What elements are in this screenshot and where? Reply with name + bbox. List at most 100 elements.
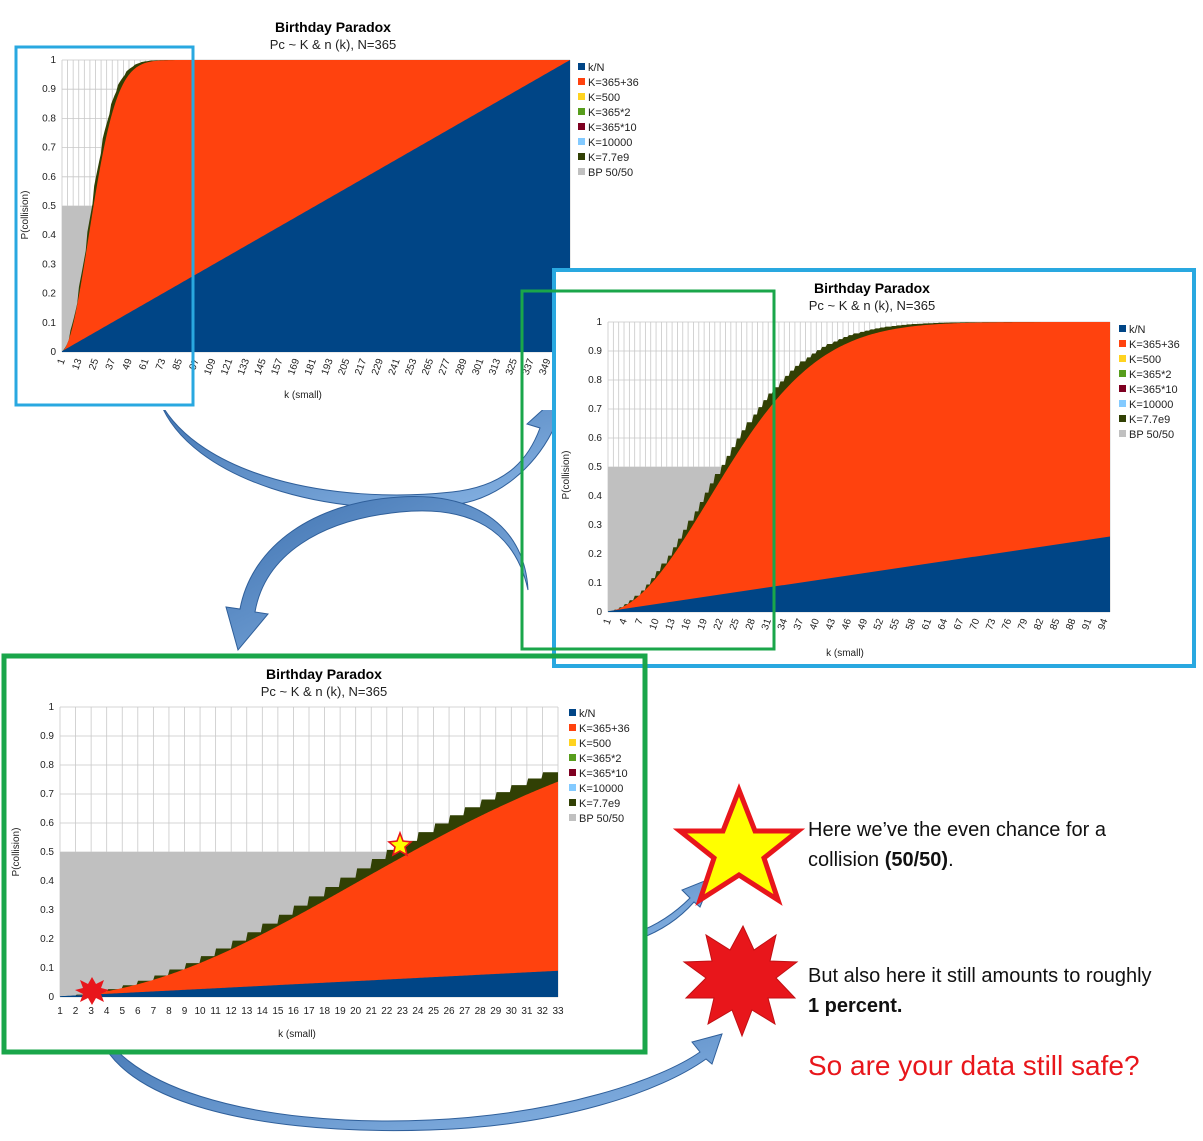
legend-label: K=500 [579, 738, 611, 750]
y-tick-label: 0.2 [40, 934, 54, 945]
legend-swatch [569, 709, 576, 716]
legend-swatch [578, 168, 585, 175]
legend-label: BP 50/50 [588, 167, 633, 179]
x-tick-label: 1 [602, 617, 614, 626]
chart-3-y-axis-label: P(collision) [11, 828, 22, 877]
x-tick-label: 43 [824, 617, 838, 632]
x-tick-label: 19 [335, 1006, 347, 1017]
legend-swatch [578, 78, 585, 85]
legend-swatch [569, 769, 576, 776]
note-even-chance-end: . [948, 849, 954, 871]
legend-label: K=7.7e9 [579, 798, 620, 810]
legend-label: K=365+36 [579, 723, 630, 735]
y-tick-label: 0.4 [42, 230, 56, 241]
y-tick-label: 0 [50, 347, 56, 358]
x-tick-label: 13 [70, 357, 84, 372]
legend-label: K=500 [1129, 354, 1161, 366]
arrow-2-to-3 [225, 496, 529, 652]
chart-2-legend: k/N K=365+36 K=500 K=365*2 K=365*10 K=10000 K=… [1119, 324, 1180, 441]
x-tick-label: 2 [73, 1006, 79, 1017]
x-tick-label: 73 [154, 357, 168, 372]
chart-2-title: Birthday Paradox [814, 280, 930, 296]
x-tick-label: 13 [241, 1006, 253, 1017]
x-tick-label: 25 [728, 617, 742, 632]
legend-label: K=10000 [588, 137, 632, 149]
x-tick-label: 52 [872, 617, 886, 632]
chart-1-full-range: Birthday Paradox Pc ~ K & n (k), N=365 0… [0, 0, 660, 410]
x-tick-label: 33 [552, 1006, 564, 1017]
x-tick-label: 58 [904, 617, 918, 632]
x-tick-label: 4 [104, 1006, 110, 1017]
legend-label: K=365+36 [1129, 339, 1180, 351]
x-tick-label: 49 [121, 357, 135, 372]
legend-swatch [578, 108, 585, 115]
chart-1-area-k-n [62, 60, 570, 352]
legend-swatch [1119, 430, 1126, 437]
x-tick-label: 1 [56, 357, 68, 366]
legend-swatch [578, 123, 585, 130]
y-tick-label: 0.3 [40, 905, 54, 916]
chart-2-subtitle: Pc ~ K & n (k), N=365 [809, 298, 935, 313]
chart-2-zoom-frame [520, 289, 776, 651]
y-tick-label: 0.4 [588, 491, 602, 502]
note-even-chance-text: Here we’ve the even chance for a collisi… [808, 819, 1106, 871]
legend-label: k/N [1129, 324, 1146, 336]
x-tick-label: 91 [1080, 617, 1094, 632]
legend-label: K=365+36 [588, 77, 639, 89]
note-one-percent-bold: 1 percent. [808, 995, 903, 1017]
x-tick-label: 76 [1000, 617, 1014, 632]
x-tick-label: 49 [856, 617, 870, 632]
x-tick-label: 25 [87, 357, 101, 372]
chart-3-title: Birthday Paradox [266, 666, 382, 682]
chart-3-zoom-33: Birthday Paradox Pc ~ K & n (k), N=365 0… [4, 656, 644, 1052]
legend-swatch [1119, 325, 1126, 332]
x-tick-label: 5 [119, 1006, 125, 1017]
y-tick-label: 0.2 [42, 289, 56, 300]
chart-2-area-k-n [608, 536, 1110, 612]
x-tick-label: 64 [936, 617, 950, 632]
note-even-chance-bold: (50/50) [884, 849, 949, 871]
x-tick-label: 16 [680, 617, 694, 632]
x-tick-label: 6 [135, 1006, 141, 1017]
y-tick-label: 0.3 [42, 259, 56, 270]
legend-label: BP 50/50 [1129, 429, 1174, 441]
legend-label: K=365*2 [1129, 369, 1172, 381]
x-tick-label: 82 [1032, 617, 1046, 632]
x-tick-label: 30 [506, 1006, 518, 1017]
x-tick-label: 46 [840, 617, 854, 632]
legend-label: k/N [588, 62, 605, 74]
x-tick-label: 31 [760, 617, 774, 632]
legend-label: BP 50/50 [579, 813, 624, 825]
x-tick-label: 40 [808, 617, 822, 632]
y-tick-label: 0.4 [40, 876, 54, 887]
arrow-1-to-2 [159, 395, 566, 509]
x-tick-label: 10 [648, 617, 662, 632]
big-burst-icon [682, 924, 799, 1038]
y-tick-label: 0.3 [588, 520, 602, 531]
x-tick-label: 14 [257, 1006, 269, 1017]
y-tick-label: 0.8 [40, 760, 54, 771]
y-tick-label: 0.5 [42, 201, 56, 212]
legend-swatch [1119, 415, 1126, 422]
y-tick-label: 0.7 [588, 404, 602, 415]
note-even-chance: Here we’ve the even chance for a collisi… [808, 815, 1168, 875]
chart-2-frame [552, 268, 1196, 668]
x-tick-label: 28 [744, 617, 758, 632]
x-tick-label: 21 [366, 1006, 378, 1017]
y-tick-label: 0.6 [588, 433, 602, 444]
legend-label: K=365*2 [579, 753, 622, 765]
x-tick-label: 11 [210, 1006, 221, 1017]
legend-label: K=7.7e9 [588, 152, 629, 164]
chart-2-area-k-365-36 [608, 322, 1110, 612]
y-tick-label: 0.1 [42, 318, 56, 329]
legend-swatch [569, 799, 576, 806]
x-tick-label: 29 [490, 1006, 502, 1017]
chart-2-x-axis-label: k (small) [826, 648, 864, 659]
chart-3-subtitle: Pc ~ K & n (k), N=365 [261, 684, 387, 699]
note-one-percent: But also here it still amounts to roughl… [808, 961, 1168, 1021]
x-tick-label: 34 [776, 617, 790, 632]
x-tick-label: 23 [397, 1006, 409, 1017]
x-tick-label: 3 [88, 1006, 94, 1017]
x-tick-label: 85 [1048, 617, 1062, 632]
